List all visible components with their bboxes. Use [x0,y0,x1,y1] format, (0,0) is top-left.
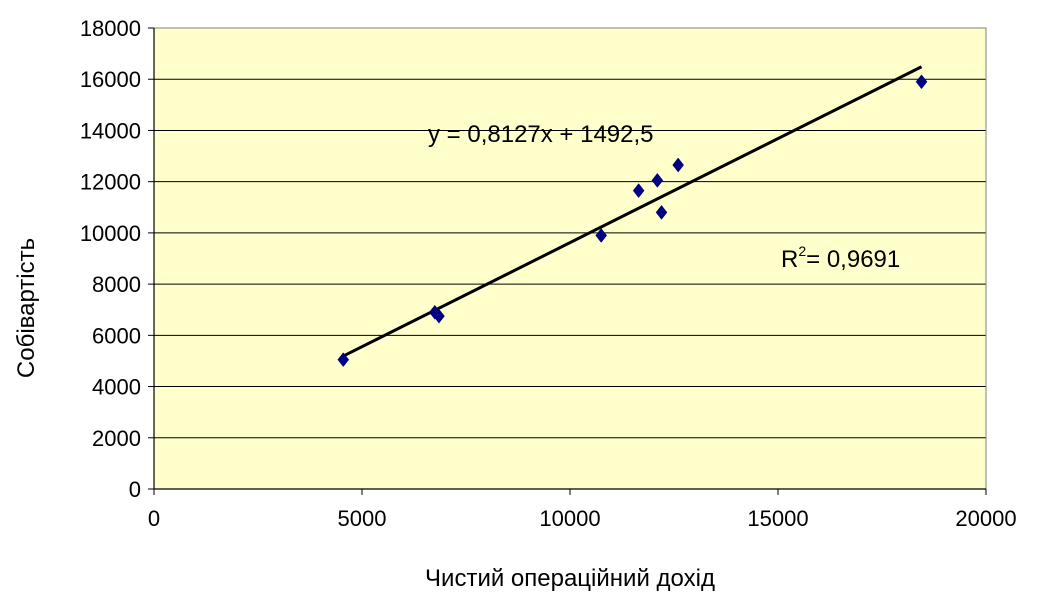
y-tick-label: 8000 [92,272,141,297]
data-point [655,204,668,220]
y-tick-label: 0 [129,477,141,502]
axes [148,27,987,495]
r-squared-prefix: R [781,246,798,273]
y-tick-label: 6000 [92,323,141,348]
r-squared-superscript: 2 [798,243,806,259]
data-points [337,74,928,368]
data-point [337,352,350,368]
y-tick-label: 2000 [92,426,141,451]
data-point [915,74,928,90]
x-tick-label: 20000 [955,506,1016,531]
x-tick-label: 15000 [747,506,808,531]
trendline-equation: y = 0,8127x + 1492,5 [428,121,654,148]
y-axis-title: Собівартість [13,238,40,378]
y-tick-label: 18000 [80,16,141,41]
r-squared-label: R2= 0,9691 [781,243,900,273]
y-tick-label: 16000 [80,67,141,92]
data-point [651,172,664,188]
r-squared-value: = 0,9691 [806,246,900,273]
y-tick-label: 14000 [80,118,141,143]
data-point [595,228,608,243]
x-axis-title: Чистий операційний дохід [425,565,715,592]
x-tick-label: 0 [148,506,160,531]
y-tick-label: 10000 [80,221,141,246]
x-tick-label: 5000 [338,506,387,531]
y-tick-label: 4000 [92,375,141,400]
x-tick-label: 10000 [539,506,600,531]
x-tick-labels: 0 5000 10000 15000 20000 [148,506,1017,531]
data-point [632,183,645,199]
data-point [433,308,445,324]
trendline [342,65,923,358]
y-tick-label: 12000 [80,170,141,195]
y-tick-labels: 0 2000 4000 6000 8000 10000 12000 14000 16000 180… [80,16,141,502]
data-point [672,157,684,173]
